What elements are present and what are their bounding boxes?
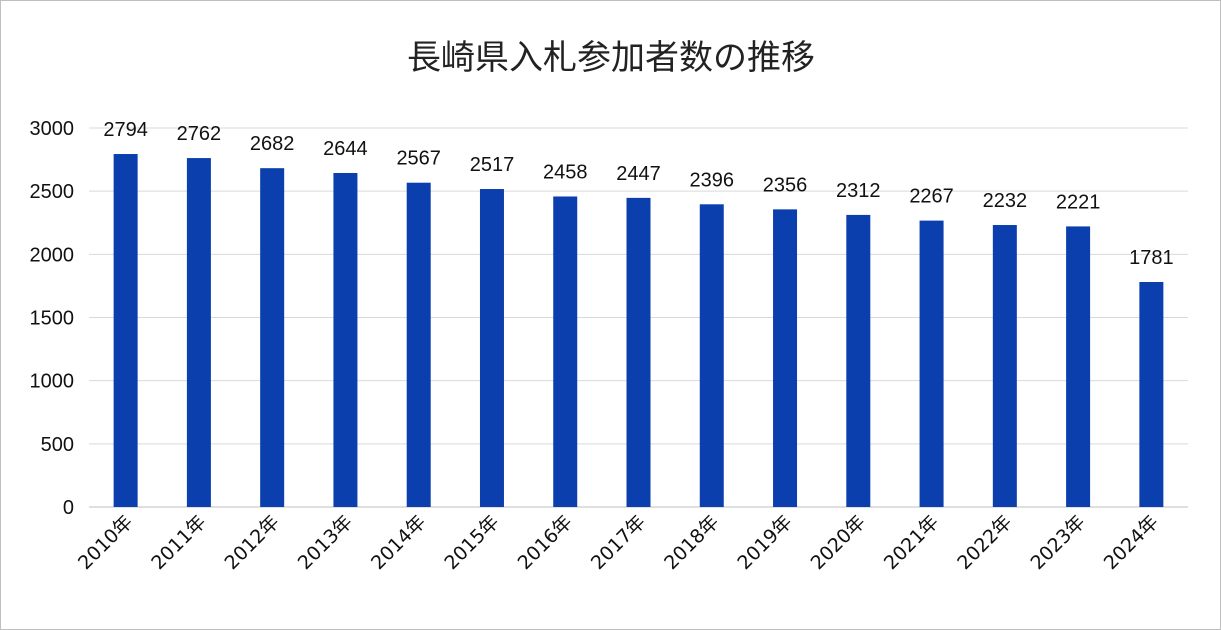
x-tick-label: 2022年 [953, 511, 1016, 574]
bar [1139, 282, 1164, 507]
bar [113, 154, 138, 508]
y-tick-label: 2500 [30, 181, 75, 203]
x-tick-label: 2015年 [440, 511, 503, 574]
data-label: 2644 [323, 138, 368, 160]
x-tick-label: 2011年 [147, 511, 210, 574]
data-labels: 2794 2762 2682 2644 2567 2517 2458 2447 2396 2356… [103, 119, 1173, 269]
data-label: 2447 [616, 163, 661, 185]
y-tick-label: 500 [41, 434, 74, 456]
data-label: 2762 [177, 123, 222, 145]
x-tick-label: 2023年 [1026, 511, 1089, 574]
x-tick-label: 2017年 [587, 511, 650, 574]
bar [846, 214, 871, 507]
x-axis-ticks: 2010年 2011年 2012年 2013年 2014年 2015年 2016年 2017年… [74, 511, 1163, 574]
x-tick-label: 2010年 [74, 511, 137, 574]
bar [260, 168, 285, 507]
bar [479, 189, 504, 508]
data-label: 2567 [396, 148, 441, 170]
data-label: 2396 [690, 169, 735, 191]
data-label: 2312 [836, 180, 881, 202]
data-label: 2267 [909, 186, 954, 208]
data-label: 1781 [1129, 247, 1174, 269]
x-tick-label: 2024年 [1100, 511, 1163, 574]
chart-title: 長崎県入札参加者数の推移 [407, 38, 815, 78]
y-tick-label: 2000 [30, 244, 75, 266]
data-label: 2517 [470, 154, 515, 176]
data-label: 2682 [250, 133, 295, 155]
x-tick-label: 2012年 [221, 511, 284, 574]
x-tick-label: 2020年 [807, 511, 870, 574]
x-tick-label: 2021年 [880, 511, 943, 574]
bar [186, 158, 211, 508]
bar [1066, 226, 1091, 507]
bar [992, 225, 1017, 508]
x-tick-label: 2018年 [660, 511, 723, 574]
y-tick-label: 0 [63, 497, 74, 519]
x-tick-label: 2016年 [514, 511, 577, 574]
data-label: 2221 [1056, 191, 1101, 213]
bar [333, 172, 358, 507]
bar [406, 182, 431, 507]
y-tick-label: 3000 [30, 118, 75, 140]
x-tick-label: 2014年 [367, 511, 430, 574]
data-label: 2458 [543, 161, 588, 183]
x-tick-label: 2019年 [733, 511, 796, 574]
y-axis-ticks: 0 500 1000 1500 2000 2500 3000 [30, 118, 75, 519]
bar [773, 209, 798, 507]
y-tick-label: 1000 [30, 371, 75, 393]
bar [626, 197, 651, 507]
data-label: 2356 [763, 174, 808, 196]
y-tick-label: 1500 [30, 308, 75, 330]
bar [919, 220, 944, 507]
x-tick-label: 2013年 [294, 511, 357, 574]
bar [553, 196, 578, 508]
data-label: 2232 [983, 190, 1028, 212]
data-label: 2794 [103, 119, 148, 141]
bars [113, 154, 1164, 508]
bar [699, 204, 724, 507]
